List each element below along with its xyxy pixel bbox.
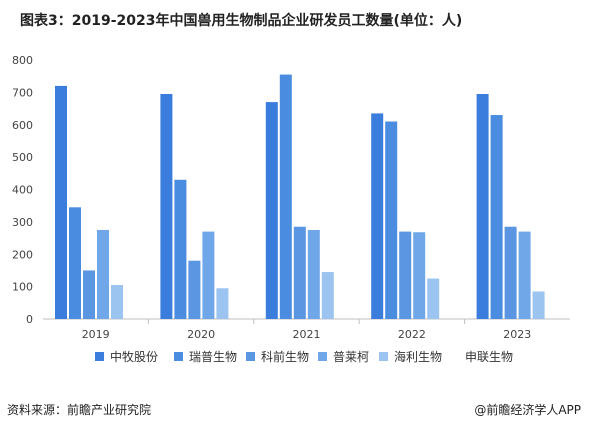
legend-label: 普莱柯 (333, 350, 370, 364)
x-tick-label: 2022 (398, 328, 426, 341)
bar-2019-2 (83, 270, 95, 319)
x-tick-label: 2021 (293, 328, 321, 341)
y-tick-label: 400 (12, 184, 33, 197)
bar-2022-3 (413, 232, 426, 319)
legend-item: 申联生物 (450, 348, 513, 365)
legend-item: 科前生物 (246, 348, 309, 365)
y-tick-label: 800 (12, 54, 33, 67)
legend-item: 中牧股份 (95, 348, 158, 365)
bar-2022-1 (385, 121, 398, 319)
chart-title: 图表3：2019-2023年中国兽用生物制品企业研发员工数量(单位：人) (20, 13, 463, 29)
x-tick-label: 2020 (187, 328, 215, 341)
legend-item: 普莱柯 (318, 348, 369, 365)
legend-swatch (95, 352, 104, 361)
bar-2022-0 (371, 113, 384, 319)
legend-label: 瑞普生物 (189, 350, 238, 364)
y-tick-label: 300 (12, 216, 33, 229)
legend-item: 瑞普生物 (174, 348, 237, 365)
legend-swatch (318, 352, 327, 361)
y-tick-label: 700 (12, 86, 33, 99)
bar-2020-4 (216, 288, 229, 319)
legend-item: 海利生物 (379, 348, 442, 365)
legend-label: 科前生物 (261, 350, 310, 364)
bar-2023-0 (476, 93, 489, 320)
bar-2020-0 (160, 93, 173, 320)
bar-2021-4 (321, 272, 334, 319)
y-tick-label: 500 (12, 151, 33, 164)
bar-2020-2 (188, 260, 201, 319)
legend-label: 中牧股份 (110, 350, 159, 364)
x-axis: 2019 2020 2021 2022 2023 (43, 318, 570, 341)
bars (55, 74, 545, 320)
brand-credit: @前瞻经济学人APP (474, 403, 581, 417)
legend: 中牧股份 瑞普生物 科前生物 普莱柯 海利生物 申联生物 (0, 348, 589, 368)
y-axis: 0 100 200 300 400 500 600 700 800 (12, 54, 33, 326)
y-tick-label: 200 (12, 248, 33, 261)
bar-2023-3 (518, 231, 531, 319)
x-tick-label: 2023 (503, 328, 531, 341)
bar-2021-0 (265, 102, 278, 320)
legend-swatch (379, 352, 388, 361)
bar-2021-1 (279, 74, 292, 319)
y-tick-label: 100 (12, 281, 33, 294)
legend-swatch (174, 352, 183, 361)
bar-2019-4 (111, 285, 123, 319)
legend-swatch (450, 352, 459, 361)
bar-2023-1 (490, 115, 503, 319)
legend-swatch (246, 352, 255, 361)
bar-2023-4 (532, 291, 545, 319)
bar-2022-2 (399, 231, 412, 319)
bar-2020-1 (174, 179, 187, 319)
bar-2019-3 (97, 229, 109, 319)
bar-2020-3 (202, 231, 215, 319)
legend-label: 海利生物 (394, 350, 443, 364)
bar-2021-2 (293, 226, 306, 319)
bar-2021-3 (307, 229, 320, 319)
bar-2019-0 (55, 85, 67, 320)
bar-2022-4 (427, 278, 440, 319)
legend-label: 申联生物 (465, 350, 514, 364)
y-tick-label: 0 (26, 313, 33, 326)
y-tick-label: 600 (12, 119, 33, 132)
source-note: 资料来源：前瞻产业研究院 (7, 403, 152, 417)
bar-2023-2 (504, 226, 517, 319)
x-tick-label: 2019 (82, 328, 110, 341)
bar-2019-1 (69, 207, 81, 319)
